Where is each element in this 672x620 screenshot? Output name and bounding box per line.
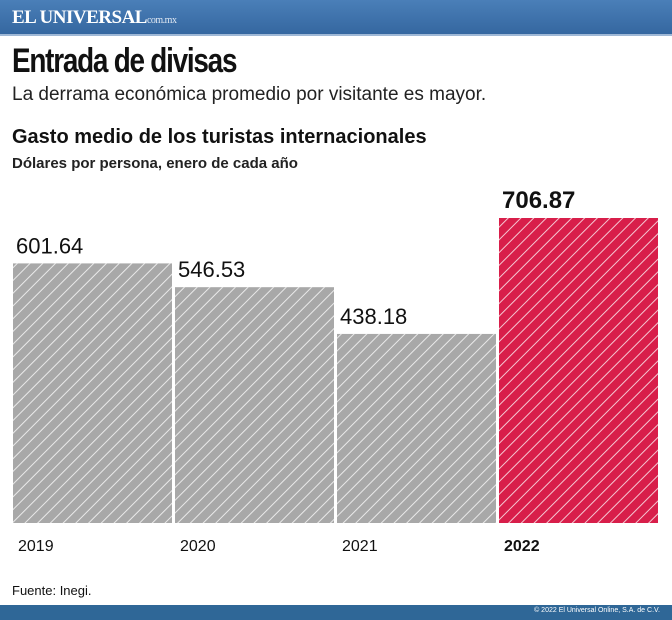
data-label: 706.87 xyxy=(502,187,575,214)
bar-hatch xyxy=(13,263,172,523)
logo-text: EL UNIVERSAL xyxy=(12,7,147,28)
x-tick-label: 2020 xyxy=(180,538,216,555)
data-label: 601.64 xyxy=(16,233,83,258)
x-tick-label: 2022 xyxy=(504,538,540,555)
bar-hatch xyxy=(337,333,496,523)
x-tick-label: 2019 xyxy=(18,538,54,555)
chart-title: Gasto medio de los turistas internaciona… xyxy=(12,126,427,148)
x-tick-label: 2021 xyxy=(342,538,378,555)
page-subtitle: La derrama económica promedio por visita… xyxy=(12,84,487,105)
logo-suffix: com.mx xyxy=(146,15,177,26)
data-label: 546.53 xyxy=(178,257,245,282)
chart-subtitle: Dólares por persona, enero de cada año xyxy=(12,155,298,172)
copyright: © 2022 El Universal Online, S.A. de C.V. xyxy=(534,607,660,614)
bar-hatch xyxy=(175,287,334,523)
header-bar: EL UNIVERSALcom.mx xyxy=(0,0,672,36)
footer-bar: © 2022 El Universal Online, S.A. de C.V. xyxy=(0,605,672,620)
logo: EL UNIVERSALcom.mx xyxy=(12,7,177,29)
bar-hatch xyxy=(499,218,658,523)
bar-chart: 601.64 2019 546.53 2020 438.18 2021 706.87 2022 xyxy=(13,187,658,555)
data-label: 438.18 xyxy=(340,304,407,329)
source-note: Fuente: Inegi. xyxy=(12,583,92,598)
page-title: Entrada de divisas xyxy=(12,42,237,80)
